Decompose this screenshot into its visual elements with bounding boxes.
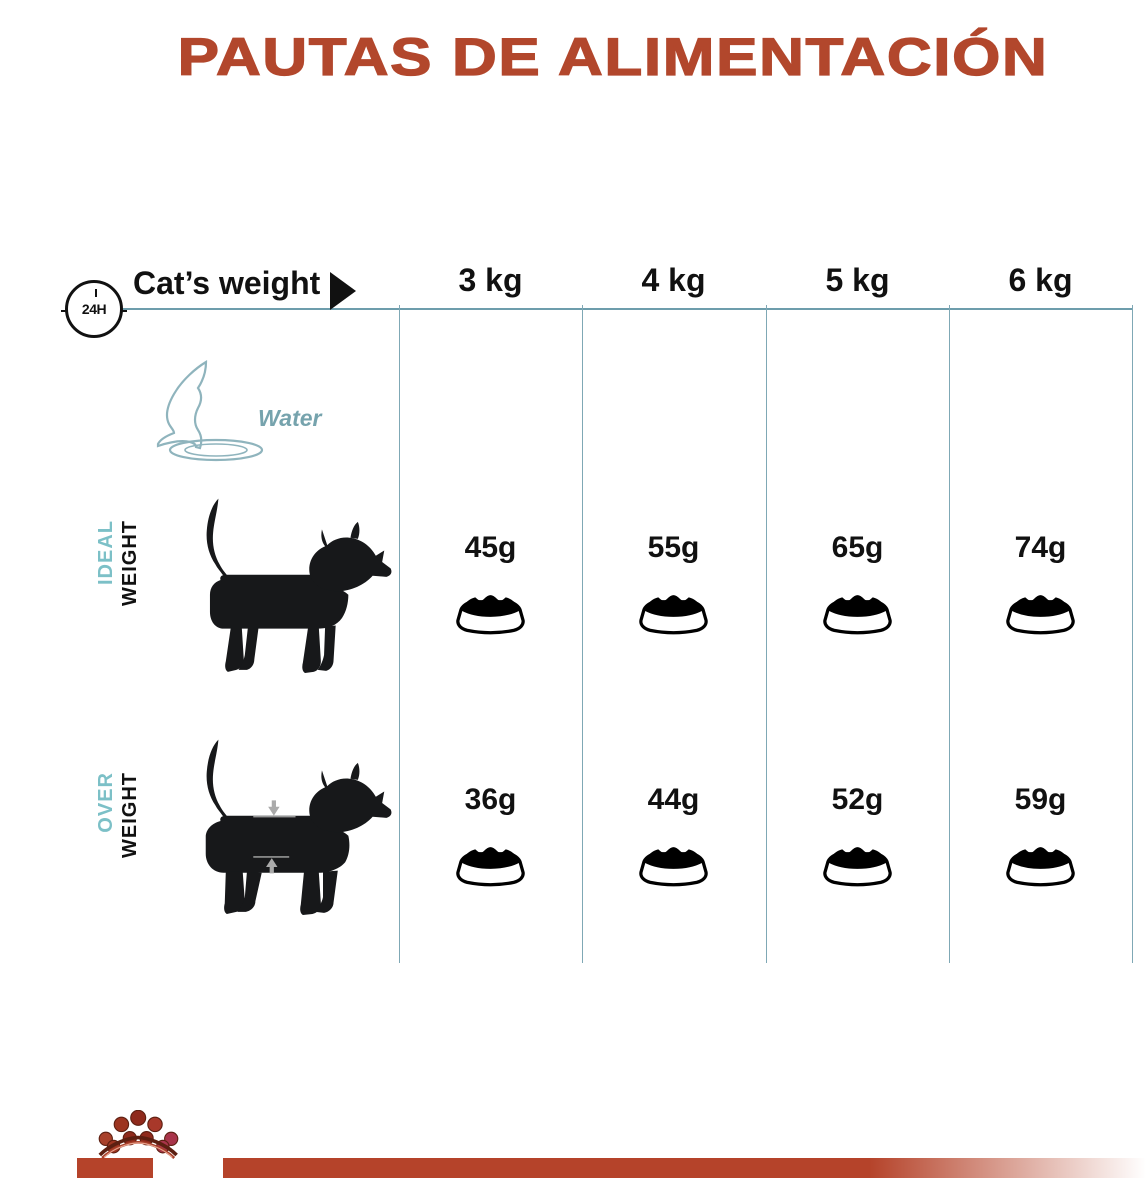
svg-text:Water: Water xyxy=(258,405,323,431)
